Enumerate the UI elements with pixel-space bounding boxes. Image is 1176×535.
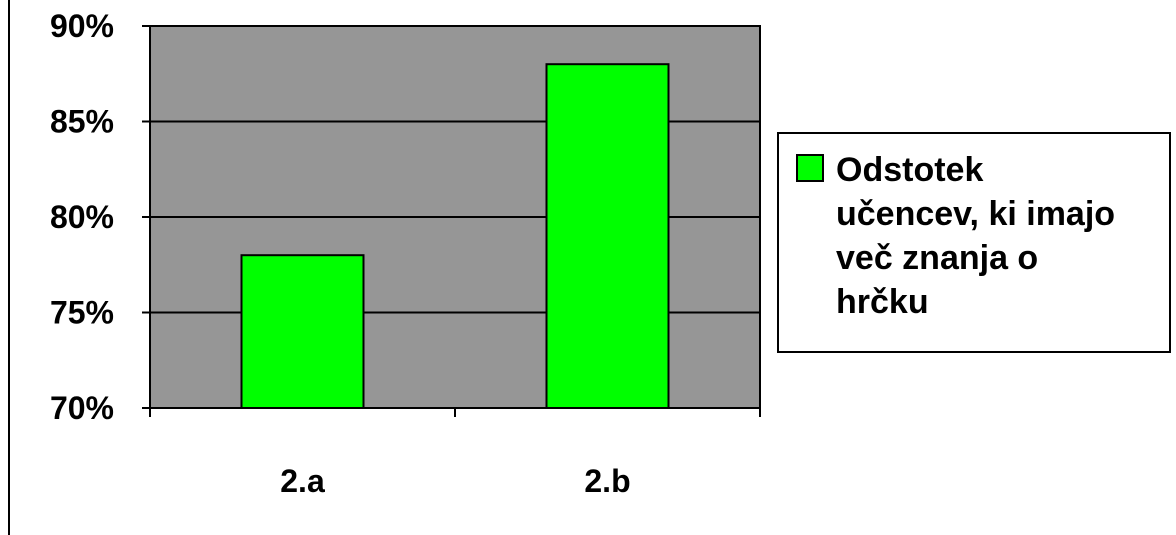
y-tick-label: 90% (50, 8, 114, 44)
x-tick-label: 2.a (280, 463, 325, 499)
axes (142, 25, 761, 417)
legend-label: Odstotek učencev, ki imajo več znanja o hrč… (836, 151, 1115, 321)
legend-box (777, 132, 1171, 353)
y-axis-labels: 70% 75% 80% 85% 90% (50, 8, 114, 426)
bar (240, 254, 365, 409)
legend: Odstotek učencev, ki imajo več znanja o hrč… (777, 132, 1171, 353)
legend-label-line: več znanja o (836, 239, 1038, 277)
x-tick-label: 2.b (584, 463, 630, 499)
x-axis-labels: 2.a 2.b (280, 463, 630, 499)
y-tick-label: 70% (50, 390, 114, 426)
legend-label-line: hrčku (836, 283, 929, 321)
bar (545, 63, 670, 409)
y-tick-label: 80% (50, 199, 114, 235)
legend-swatch (796, 154, 824, 182)
legend-label-line: Odstotek (836, 151, 983, 189)
legend-label-line: učencev, ki imajo (836, 195, 1115, 233)
y-tick-label: 85% (50, 104, 114, 140)
y-tick-label: 75% (50, 295, 114, 331)
